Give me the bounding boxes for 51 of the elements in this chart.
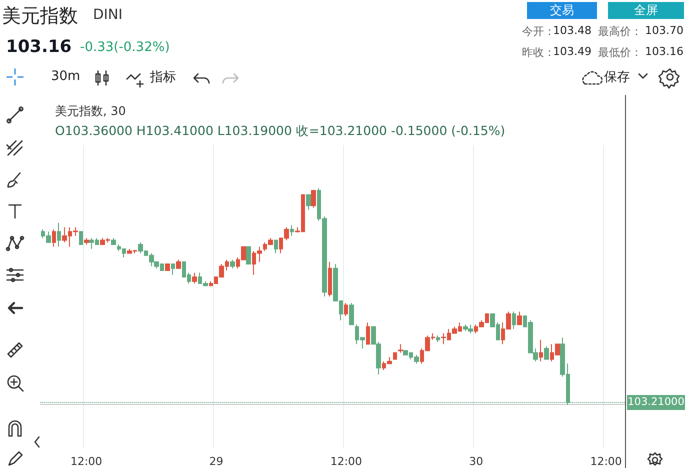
x-tick-label: 29: [209, 455, 224, 468]
text: 103.16: [645, 45, 684, 58]
text: 美元指数, 30: [55, 103, 126, 120]
text: 昨收：: [522, 45, 555, 60]
candlestick: [52, 228, 56, 248]
text: 103.70: [645, 24, 684, 37]
chart-subtitle: DINI: [93, 7, 123, 23]
candlestick: [366, 322, 370, 345]
text: 全屏: [608, 2, 684, 19]
candlestick: [171, 264, 175, 276]
candlestick: [57, 222, 61, 248]
text: 今开：: [522, 24, 555, 39]
x-tick-label: 12:00: [330, 455, 362, 468]
text: 指标: [150, 69, 176, 86]
x-tick-label: 12:00: [70, 455, 102, 468]
candlestick: [349, 302, 354, 326]
text: -0.33(-0.32%): [80, 40, 170, 55]
text: 103.49: [553, 45, 592, 58]
text: 最高价：: [598, 24, 642, 39]
candlestick: [398, 344, 403, 354]
text: 103.16: [6, 37, 72, 57]
candlestick: [393, 352, 397, 360]
candlestick: [192, 272, 197, 284]
candlestick: [539, 339, 543, 362]
text: 103.21000: [627, 394, 685, 410]
candlestick: [311, 190, 316, 208]
candlestick: [230, 259, 235, 269]
text: 30m: [51, 69, 80, 84]
candlestick: [512, 311, 516, 330]
chart-title: 美元指数: [2, 4, 78, 29]
text: 保存: [604, 69, 630, 86]
x-tick-label: 30: [469, 455, 484, 468]
candlestick: [165, 264, 170, 272]
candlestick: [328, 261, 332, 297]
candlestick: [436, 334, 440, 342]
candlestick: [344, 302, 348, 316]
candlestick: [274, 240, 278, 254]
candlestick: [290, 224, 294, 236]
text: 103.48: [553, 24, 592, 37]
candlestick: [544, 346, 549, 360]
candlestick: [79, 231, 83, 246]
text: 交易: [527, 2, 597, 19]
candlestick: [111, 238, 116, 246]
candlestick: [246, 246, 251, 265]
candlestick: [306, 194, 311, 210]
candlestick: [517, 311, 522, 326]
text: O103.36000 H103.41000 L103.19000 收=103.21000 -0.15000 (-0.15%): [55, 123, 506, 140]
candlestick: [176, 259, 181, 269]
x-tick-label: 12:00: [590, 455, 622, 468]
candlestick: [84, 238, 89, 246]
text: 最低价：: [598, 45, 642, 60]
